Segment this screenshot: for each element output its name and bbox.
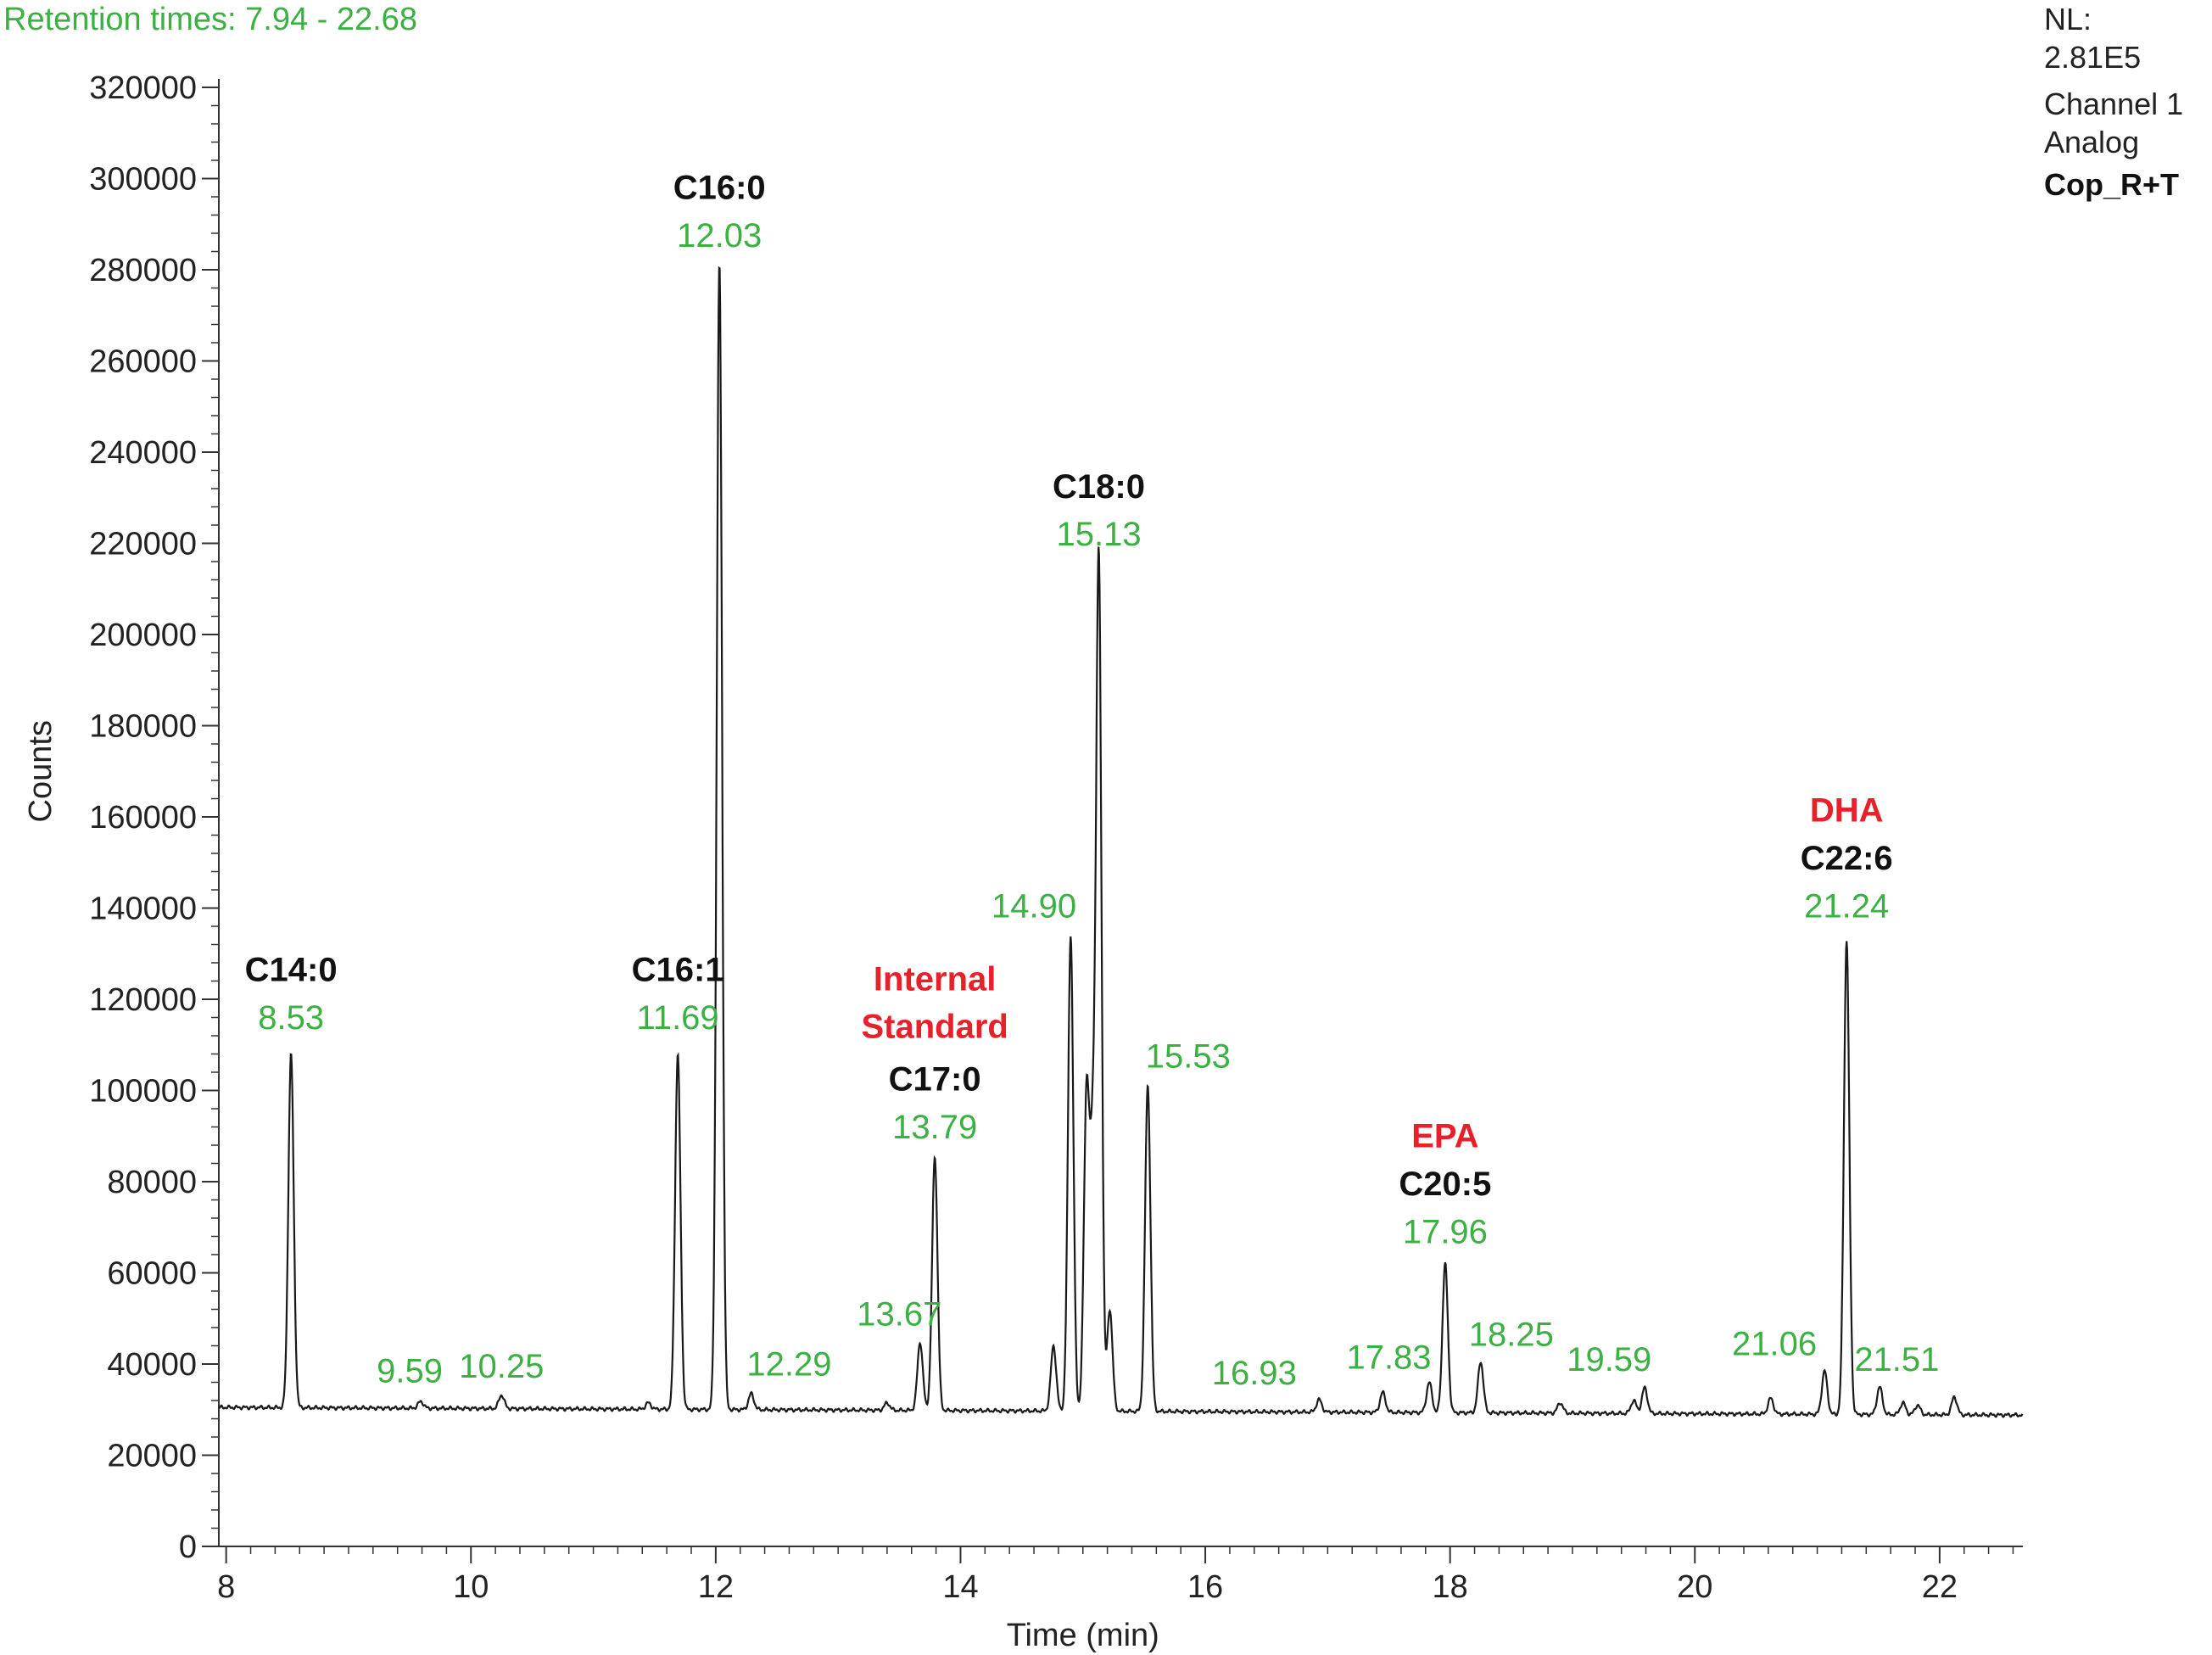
retention-time-label: 10.25	[459, 1348, 544, 1385]
retention-time-label: 11.69	[637, 999, 719, 1037]
retention-time-label: 19.59	[1567, 1341, 1651, 1378]
nl-label: NL:	[2044, 2, 2092, 36]
y-tick-label: 320000	[89, 70, 197, 106]
highlight-label: EPA	[1411, 1118, 1478, 1155]
x-tick-label: 10	[453, 1569, 489, 1605]
y-tick-label: 280000	[89, 253, 197, 288]
retention-time-label: 15.13	[1056, 516, 1141, 553]
retention-time-label: 18.25	[1469, 1317, 1554, 1354]
chromatogram-trace	[218, 266, 2024, 1418]
y-tick-label: 160000	[89, 800, 197, 836]
y-tick-label: 140000	[89, 892, 197, 927]
y-tick-label: 100000	[89, 1074, 197, 1110]
x-tick-label: 16	[1187, 1569, 1223, 1605]
nl-value: 2.81E5	[2044, 40, 2142, 75]
retention-time-label: 21.51	[1854, 1341, 1939, 1378]
retention-time-label: 8.53	[258, 999, 324, 1037]
x-tick-label: 18	[1433, 1569, 1468, 1605]
retention-time-label: 21.06	[1732, 1325, 1817, 1362]
retention-time-label: 17.83	[1346, 1339, 1431, 1376]
retention-time-label: 21.24	[1804, 887, 1889, 925]
retention-times-label: Retention times: 7.94 - 22.68	[3, 2, 417, 37]
highlight-label: Internal	[874, 960, 996, 998]
trace-layer	[218, 266, 2024, 1418]
x-tick-label: 20	[1677, 1569, 1712, 1605]
y-tick-label: 240000	[89, 435, 197, 471]
highlight-label: Standard	[861, 1009, 1008, 1046]
y-tick-label: 0	[179, 1529, 197, 1565]
retention-time-label: 15.53	[1146, 1038, 1231, 1076]
x-tick-label: 8	[217, 1569, 235, 1605]
y-tick-label: 60000	[107, 1256, 197, 1292]
annotation-block: NL: 2.81E5 Channel 1 Analog Cop_R+T	[2042, 0, 2212, 221]
x-tick-label: 12	[698, 1569, 734, 1605]
compound-label: C18:0	[1053, 468, 1145, 506]
retention-time-label: 14.90	[991, 887, 1076, 925]
retention-time-label: 17.96	[1403, 1214, 1488, 1251]
retention-time-label: 9.59	[377, 1353, 443, 1390]
retention-time-label: 13.79	[892, 1109, 977, 1146]
y-tick-label: 260000	[89, 344, 197, 380]
y-tick-label: 220000	[89, 527, 197, 562]
compound-label: C16:0	[673, 170, 766, 207]
labels-layer: 8.53 9.59 10.25 11.69 12.03 12.29 13.67 13.79 14…	[245, 170, 1940, 1393]
y-tick-label: 180000	[89, 709, 197, 745]
y-axis-title: Counts	[23, 720, 59, 822]
sample-name: Cop_R+T	[2044, 167, 2180, 202]
x-tick-label: 14	[942, 1569, 978, 1605]
retention-time-label: 13.67	[857, 1295, 941, 1333]
channel-label: Channel 1	[2044, 87, 2184, 121]
y-tick-label: 40000	[107, 1347, 197, 1383]
axes: 0 20000 40000 60000 80000 100000 120000 140000 1…	[23, 70, 2023, 1653]
analog-label: Analog	[2044, 125, 2140, 159]
highlight-label: DHA	[1810, 791, 1884, 829]
compound-label: C22:6	[1801, 840, 1893, 877]
y-tick-label: 200000	[89, 618, 197, 653]
retention-time-label: 16.93	[1212, 1355, 1297, 1392]
retention-time-label: 12.29	[746, 1345, 831, 1383]
x-tick-label: 22	[1922, 1569, 1958, 1605]
y-tick-label: 80000	[107, 1165, 197, 1200]
compound-label: C17:0	[889, 1061, 981, 1099]
y-tick-label: 120000	[89, 982, 197, 1018]
compound-label: C16:1	[632, 952, 724, 989]
compound-label: C14:0	[245, 952, 338, 989]
y-tick-label: 300000	[89, 162, 197, 198]
y-tick-label: 20000	[107, 1439, 197, 1474]
x-axis-title: Time (min)	[1007, 1618, 1159, 1653]
retention-time-label: 12.03	[677, 217, 762, 254]
compound-label: C20:5	[1399, 1166, 1491, 1203]
